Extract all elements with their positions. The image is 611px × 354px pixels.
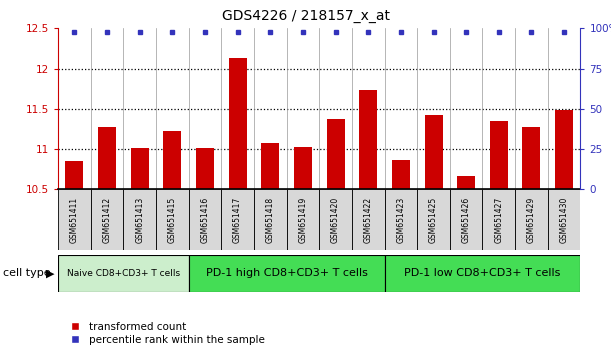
Text: GSM651416: GSM651416 [200, 196, 210, 242]
Text: PD-1 high CD8+CD3+ T cells: PD-1 high CD8+CD3+ T cells [206, 268, 368, 279]
Bar [425, 115, 442, 189]
Bar [327, 119, 345, 189]
Bar [189, 255, 384, 292]
Text: GSM651418: GSM651418 [266, 196, 275, 242]
Bar [156, 189, 189, 250]
Text: Naive CD8+CD3+ T cells: Naive CD8+CD3+ T cells [67, 269, 180, 278]
Bar [294, 147, 312, 189]
Bar [359, 90, 377, 189]
Bar [287, 189, 320, 250]
Legend: transformed count, percentile rank within the sample: transformed count, percentile rank withi… [60, 318, 269, 349]
Bar [131, 148, 148, 189]
Bar [196, 148, 214, 189]
Bar [320, 189, 352, 250]
Text: cell type: cell type [3, 268, 51, 279]
Bar [522, 127, 541, 189]
Text: GSM651430: GSM651430 [560, 196, 569, 243]
Text: ▶: ▶ [46, 268, 54, 279]
Text: GSM651419: GSM651419 [298, 196, 307, 242]
Bar [490, 121, 508, 189]
Text: GSM651429: GSM651429 [527, 196, 536, 242]
Text: GSM651415: GSM651415 [168, 196, 177, 242]
Text: GSM651411: GSM651411 [70, 196, 79, 242]
Text: GSM651420: GSM651420 [331, 196, 340, 242]
Bar [65, 161, 83, 189]
Bar [417, 189, 450, 250]
Bar [229, 58, 247, 189]
Bar [392, 160, 410, 189]
Text: GSM651417: GSM651417 [233, 196, 242, 242]
Bar [483, 189, 515, 250]
Bar [555, 110, 573, 189]
Text: PD-1 low CD8+CD3+ T cells: PD-1 low CD8+CD3+ T cells [404, 268, 561, 279]
Bar [90, 189, 123, 250]
Bar [384, 189, 417, 250]
Bar [450, 189, 483, 250]
Bar [98, 127, 116, 189]
Bar [189, 189, 221, 250]
Text: GSM651423: GSM651423 [397, 196, 405, 242]
Bar [163, 131, 181, 189]
Bar [221, 189, 254, 250]
Bar [262, 143, 279, 189]
Text: GSM651413: GSM651413 [135, 196, 144, 242]
Bar [384, 255, 580, 292]
Bar [515, 189, 548, 250]
Text: GDS4226 / 218157_x_at: GDS4226 / 218157_x_at [222, 9, 389, 23]
Bar [58, 255, 189, 292]
Text: GSM651426: GSM651426 [462, 196, 470, 242]
Bar [254, 189, 287, 250]
Text: GSM651412: GSM651412 [103, 196, 112, 242]
Text: GSM651425: GSM651425 [429, 196, 438, 242]
Bar [548, 189, 580, 250]
Bar [352, 189, 384, 250]
Text: GSM651427: GSM651427 [494, 196, 503, 242]
Bar [457, 176, 475, 189]
Text: GSM651422: GSM651422 [364, 196, 373, 242]
Bar [58, 189, 90, 250]
Bar [123, 189, 156, 250]
